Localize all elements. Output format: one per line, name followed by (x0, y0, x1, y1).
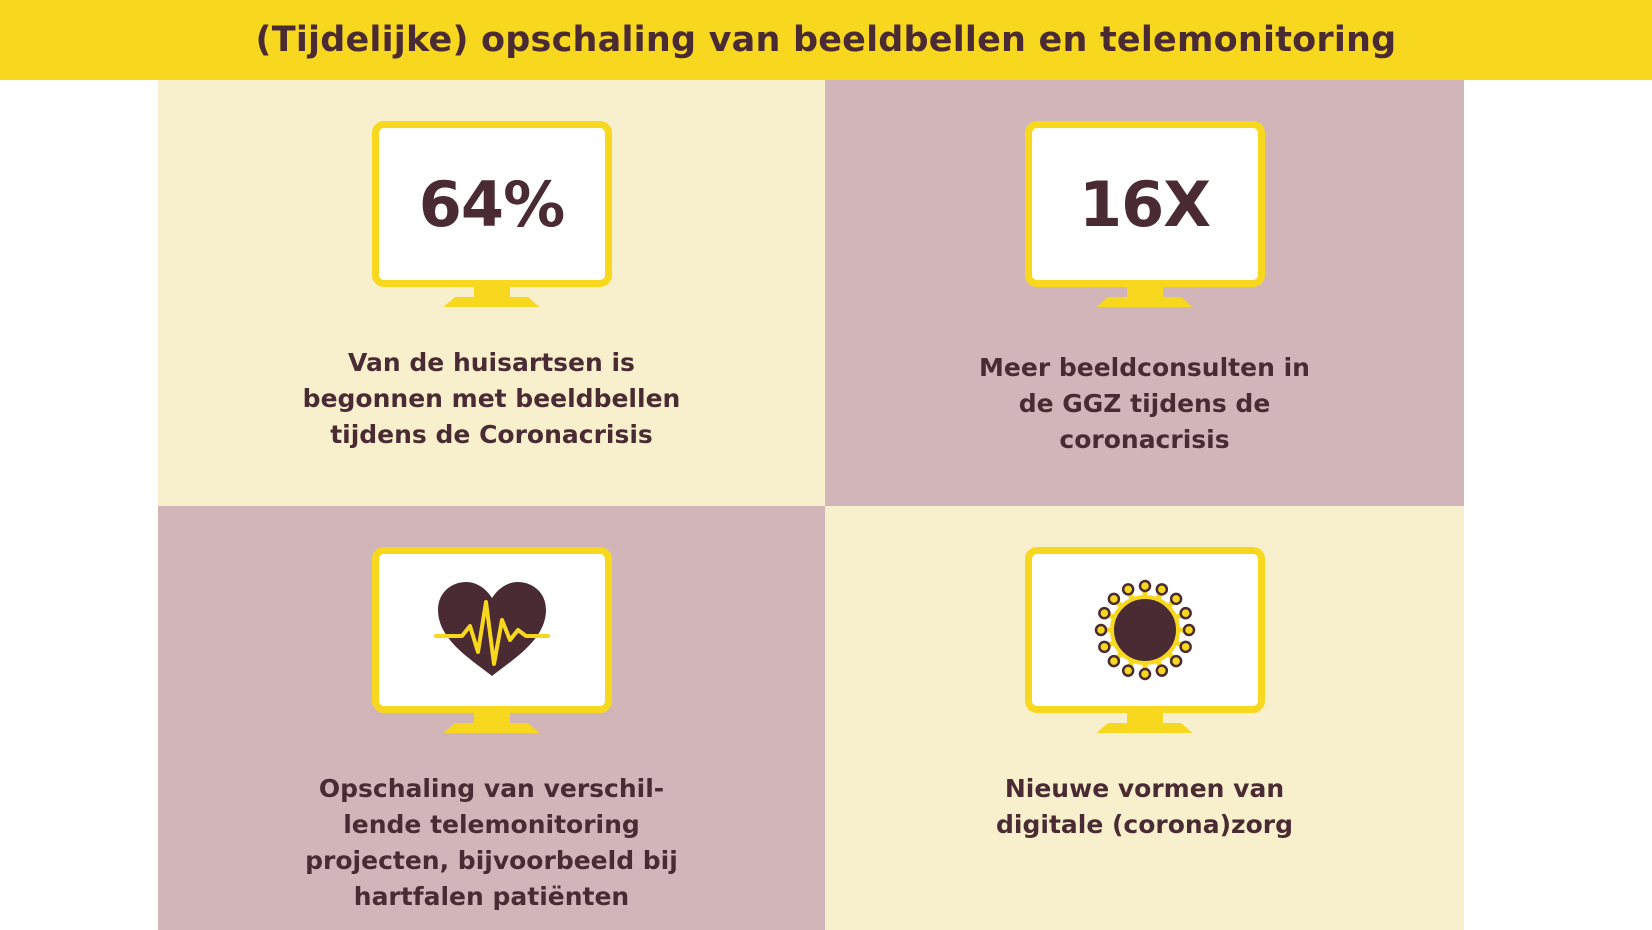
heart-pulse-icon (433, 582, 550, 676)
monitor-screen (1024, 547, 1265, 713)
caption-line: Van de huisartsen is (348, 348, 635, 377)
monitor-screen (371, 547, 612, 713)
monitor-icon: 64% (371, 121, 612, 307)
caption-line: Opschaling van verschil- (318, 774, 665, 803)
page-title: (Tijdelijke) opschaling van beeldbellen … (255, 20, 1397, 60)
caption-line: hartfalen patiënten (353, 882, 630, 911)
panel-ggz: 16X Meer beeldconsulten in de GGZ tijden… (825, 80, 1464, 506)
caption-line: Nieuwe vormen van (1004, 774, 1285, 803)
caption-line: digitale (corona)zorg (996, 810, 1293, 839)
header-banner: (Tijdelijke) opschaling van beeldbellen … (0, 0, 1652, 80)
panel-telemonitoring: Opschaling van verschil- lende telemonit… (158, 506, 825, 930)
monitor-icon (1024, 547, 1265, 733)
stat-value: 64% (418, 167, 565, 241)
caption-line: de GGZ tijdens de (1018, 389, 1271, 418)
panel-caption: Meer beeldconsulten in de GGZ tijdens de… (945, 350, 1345, 458)
caption-line: tijdens de Coronacrisis (330, 420, 653, 449)
caption-line: begonnen met beeldbellen (302, 384, 681, 413)
caption-line: projecten, bijvoorbeeld bij (305, 846, 678, 875)
panel-caption: Opschaling van verschil- lende telemonit… (292, 771, 692, 915)
panel-caption: Nieuwe vormen van digitale (corona)zorg (945, 771, 1345, 843)
panel-huisartsen: 64% Van de huisartsen is begonnen met be… (158, 80, 825, 506)
panel-digitale-zorg: Nieuwe vormen van digitale (corona)zorg (825, 506, 1464, 930)
caption-line: Meer beeldconsulten in (979, 353, 1310, 382)
monitor-screen: 16X (1024, 121, 1265, 287)
monitor-screen: 64% (371, 121, 612, 287)
panel-caption: Van de huisartsen is begonnen met beeldb… (292, 345, 692, 453)
monitor-icon: 16X (1024, 121, 1265, 307)
stat-value: 16X (1078, 167, 1211, 241)
monitor-icon (371, 547, 612, 733)
caption-line: coronacrisis (1059, 425, 1230, 454)
virus-icon (1094, 579, 1195, 681)
caption-line: lende telemonitoring (343, 810, 640, 839)
